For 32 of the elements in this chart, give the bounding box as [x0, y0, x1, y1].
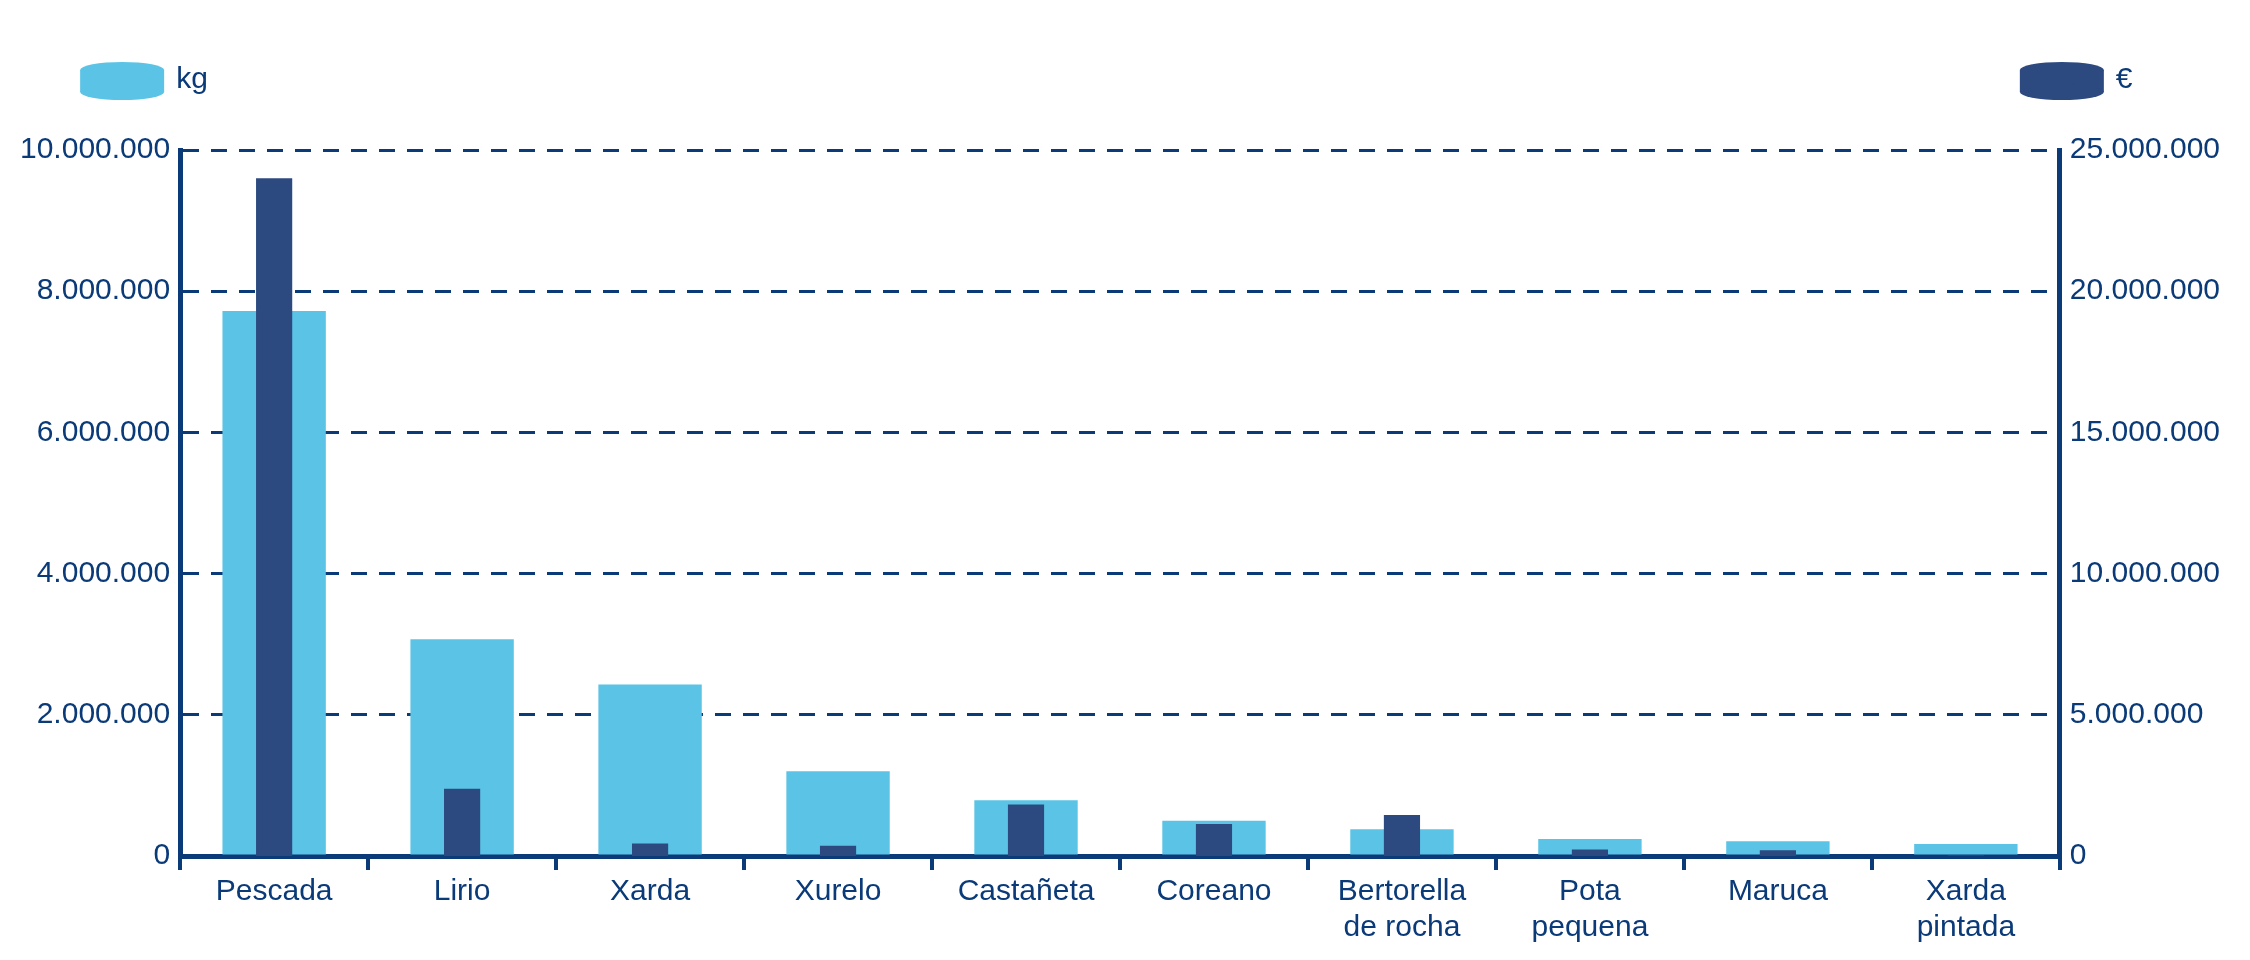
y-tick-label: 8.000.000	[36, 272, 171, 306]
x-tick-label: Maruca	[1727, 873, 1829, 907]
y2-tick-label: 5.000.000	[2069, 696, 2204, 730]
x-tick-label: Pescada	[215, 873, 333, 907]
x-tick-label: Xarda pintada	[1916, 873, 2016, 943]
y-tick-label: 6.000.000	[36, 413, 171, 447]
x-tick-label: Pota pequena	[1531, 873, 1649, 943]
y-tick-label: 4.000.000	[36, 554, 171, 588]
bar	[819, 845, 857, 856]
y2-tick-label: 10.000.000	[2069, 554, 2221, 588]
x-tick-label: Coreano	[1156, 873, 1272, 907]
bar	[1914, 844, 2018, 855]
legend-label: €	[2115, 61, 2133, 95]
y2-tick-label: 20.000.000	[2069, 272, 2221, 306]
bar	[1759, 850, 1796, 856]
y-tick-label: 2.000.000	[36, 696, 171, 730]
bar	[444, 788, 481, 856]
y-tick-label: 0	[153, 837, 171, 871]
bar	[631, 843, 669, 856]
y-tick-label: 10.000.000	[19, 131, 171, 165]
bar	[598, 684, 702, 855]
bar	[786, 771, 890, 855]
y2-tick-label: 15.000.000	[2069, 413, 2221, 447]
x-tick-label: Bertorella de rocha	[1337, 873, 1467, 943]
y2-tick-label: 0	[2069, 837, 2087, 871]
y2-tick-label: 25.000.000	[2069, 131, 2221, 165]
x-tick-label: Xurelo	[794, 873, 882, 907]
x-tick-label: Xarda	[610, 873, 691, 907]
x-tick-label: Lirio	[433, 873, 491, 907]
legend-label: kg	[176, 61, 208, 95]
bar	[1571, 849, 1609, 856]
x-tick-label: Castañeta	[957, 873, 1095, 907]
